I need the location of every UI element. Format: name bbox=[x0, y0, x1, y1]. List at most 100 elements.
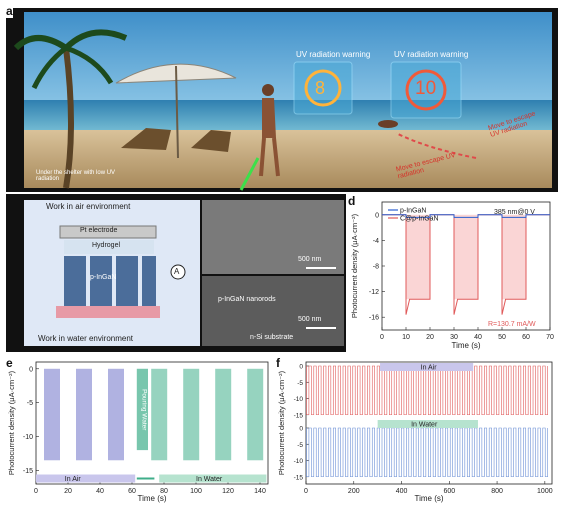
work-air-label: Work in air environment bbox=[46, 202, 131, 211]
chart-d-ylabel: Photocurrent density (μA·cm⁻²) bbox=[350, 213, 359, 318]
chart-d-xtick-label: 40 bbox=[474, 334, 482, 341]
uv-warning-label-2: UV radiation warning bbox=[394, 50, 469, 59]
chart-f-annot-air: In Air bbox=[421, 365, 438, 372]
chart-e-water-bar bbox=[159, 474, 267, 483]
chart-d-annotation-bottom: R=130.7 mA/W bbox=[488, 321, 536, 328]
chart-f-ytick-label-0: -5 bbox=[297, 380, 303, 387]
chart-e-ylabel: Photocurrent density (μA·cm⁻²) bbox=[7, 370, 16, 475]
panel-d-chart: 0 10 20 30 40 50 60 70 0 -4 -8 -12 -16 p-InGaN C@p-InG… bbox=[348, 194, 556, 352]
chart-d-legend-label-2: C@p-InGaN bbox=[400, 216, 439, 223]
chart-d-series-cpingan bbox=[382, 214, 550, 315]
umbrella-icon bbox=[115, 63, 237, 159]
substrate-label: n-Si substrate bbox=[250, 334, 294, 341]
swimmer-icon bbox=[378, 120, 398, 128]
scale-label-1: 500 nm bbox=[298, 256, 322, 263]
chart-e-pulse-1 bbox=[215, 368, 232, 461]
chart-e-pour-marker bbox=[136, 368, 148, 451]
lounge-chair-icon bbox=[121, 128, 231, 152]
chart-e-annot-pour: Pouring Water bbox=[140, 389, 147, 431]
chart-e-pulse-1 bbox=[247, 368, 264, 461]
ammeter-label: A bbox=[174, 267, 180, 276]
chart-f-ytick-label-1: -15 bbox=[294, 474, 304, 481]
hydrogel-shape bbox=[64, 240, 154, 254]
chart-e-ytick-label: -10 bbox=[23, 434, 33, 441]
chart-e-ytick-label: -5 bbox=[27, 400, 33, 407]
chart-e-xtick-label: 40 bbox=[96, 488, 104, 495]
sem-cross-section-image bbox=[202, 276, 344, 346]
chart-e-xtick-label: 80 bbox=[160, 488, 168, 495]
palm-tree-icon bbox=[13, 29, 128, 189]
scale-label-2: 500 nm bbox=[298, 316, 322, 323]
panel-b-device: Work in air environment Pt electrode Hyd… bbox=[6, 194, 346, 352]
chart-e-ytick-label: -15 bbox=[23, 468, 33, 475]
chart-e-svg: 0 20 40 60 80 100 120 140 0 -5 -10 -15 Pouring Water… bbox=[7, 361, 269, 503]
chart-d-xtick-label: 10 bbox=[402, 334, 410, 341]
chart-f-ytick-label-0: -10 bbox=[294, 396, 304, 403]
hydrogel-label: Hydrogel bbox=[92, 242, 121, 249]
escape-arrow bbox=[395, 132, 477, 159]
work-water-label: Work in water environment bbox=[38, 334, 133, 343]
panel-label-e: e bbox=[6, 356, 13, 370]
chart-d-pulse-fill bbox=[406, 214, 430, 300]
substrate-shape bbox=[56, 306, 160, 318]
chart-d-annotation-top: 385 nm@0 V bbox=[494, 209, 535, 216]
chart-f-ytick-label-1: -10 bbox=[294, 458, 304, 465]
chart-f-air-bar bbox=[380, 363, 474, 371]
chart-f-xtick-label: 400 bbox=[396, 488, 408, 495]
chart-d-xtick-label: 50 bbox=[498, 334, 506, 341]
chart-f-ytick-label-1: 0 bbox=[299, 426, 303, 433]
chart-f-xtick-label: 1000 bbox=[537, 488, 553, 495]
uv-warning-label-1: UV radiation warning bbox=[296, 50, 371, 59]
panel-label-a: a bbox=[6, 4, 13, 18]
panel-e-chart: 0 20 40 60 80 100 120 140 0 -5 -10 -15 Pouring Water… bbox=[6, 356, 274, 504]
chart-e-pulse-1 bbox=[183, 368, 200, 461]
chart-e-xtick-label: 60 bbox=[128, 488, 136, 495]
chart-d-legend-label-1: p-InGaN bbox=[400, 208, 426, 215]
uv-value-1: 8 bbox=[315, 78, 326, 98]
chart-e-frame bbox=[35, 361, 269, 485]
chart-e-xtick-label: 120 bbox=[222, 488, 234, 495]
chart-d-pulse-fill bbox=[502, 214, 526, 300]
chart-d-ytick-label: -8 bbox=[373, 264, 379, 271]
chart-f-xtick-label: 600 bbox=[443, 488, 455, 495]
chart-e-pulse-0 bbox=[108, 368, 124, 461]
chart-f-ytick-label-1: -5 bbox=[297, 442, 303, 449]
sand bbox=[24, 130, 552, 188]
panel-a-illustration: UV radiation warning 8 UV radiation warn… bbox=[6, 4, 558, 192]
material-label: p-InGaN bbox=[90, 274, 117, 281]
chart-e-pulse-0 bbox=[44, 368, 60, 461]
ammeter-icon bbox=[170, 264, 186, 280]
chart-f-annot-water: In Water bbox=[411, 422, 438, 429]
chart-e-xtick-label: 20 bbox=[64, 488, 72, 495]
chart-d-xlabel: Time (s) bbox=[451, 341, 480, 350]
chart-d-xtick-label: 70 bbox=[546, 334, 554, 341]
beach-scene bbox=[13, 12, 552, 191]
chart-e-annot-air: In Air bbox=[65, 476, 82, 483]
uv-warning-panel-2 bbox=[390, 61, 462, 119]
chart-d-xtick-label: 0 bbox=[380, 334, 384, 341]
panel-f-chart: 0 200 400 600 800 1000 0 -5 -10 -15 0 -5 -10 -15 In Ai… bbox=[276, 356, 558, 504]
panel-label-d: d bbox=[348, 194, 356, 208]
chart-e-xtick-label: 140 bbox=[254, 488, 266, 495]
chart-e-xtick-label: 100 bbox=[190, 488, 202, 495]
chart-f-xlabel: Time (s) bbox=[414, 494, 443, 503]
chart-f-series-0 bbox=[306, 365, 548, 416]
chart-d-ytick-label: -16 bbox=[369, 315, 379, 322]
chart-d-xtick-label: 60 bbox=[522, 334, 530, 341]
chart-f-xtick-label: 200 bbox=[348, 488, 360, 495]
chart-f-xtick-label: 0 bbox=[304, 488, 308, 495]
chart-d-xtick-label: 20 bbox=[426, 334, 434, 341]
chart-f-series-1 bbox=[306, 427, 548, 478]
chart-f-ytick-label-0: 0 bbox=[299, 364, 303, 371]
chart-e-xlabel: Time (s) bbox=[137, 494, 166, 503]
chart-d-ytick-label: -12 bbox=[369, 289, 379, 296]
chart-d-ytick-label: -4 bbox=[373, 238, 379, 245]
nanorods-label: p-InGaN nanorods bbox=[218, 296, 276, 303]
sem-top-image bbox=[202, 200, 344, 274]
chart-d-ytick-label: 0 bbox=[375, 212, 379, 219]
person-icon bbox=[239, 84, 280, 191]
chart-e-pulse-0 bbox=[76, 368, 92, 461]
chart-e-annot-water: In Water bbox=[196, 476, 223, 483]
uv-value-2: 10 bbox=[415, 78, 437, 99]
